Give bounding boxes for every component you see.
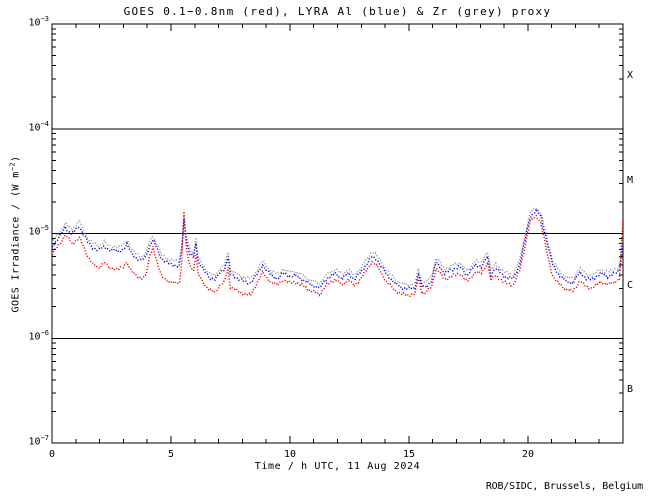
x-tick-label-15: 15	[402, 449, 416, 460]
y-axis-title-text: GOES Irradiance / (W m	[10, 171, 22, 313]
x-axis-title: Time / h UTC, 11 Aug 2024	[254, 461, 421, 472]
y-tick-exp: −5	[40, 224, 49, 232]
y-tick-exp: −4	[40, 120, 49, 128]
y-axis-title: GOES Irradiance / (W m−2)	[8, 156, 21, 313]
y-tick-label-1e-3: 10−3	[2, 13, 49, 29]
y-tick-exp: −6	[40, 329, 49, 337]
y-tick-base: 10	[28, 226, 41, 238]
y-axis-title-exponent: −2	[8, 161, 17, 172]
y-tick-exp: −7	[40, 434, 49, 442]
credit-text: ROB/SIDC, Brussels, Belgium	[485, 481, 643, 492]
flare-class-label-m: M	[627, 175, 634, 186]
y-axis-title-close: )	[10, 155, 22, 162]
chart-title: GOES 0.1−0.8nm (red), LYRA Al (blue) & Z…	[123, 5, 552, 18]
y-tick-label-1e-6: 10−6	[2, 327, 49, 343]
flare-class-label-b: B	[627, 384, 634, 395]
x-tick-label-0: 0	[48, 449, 56, 460]
y-tick-base: 10	[28, 436, 41, 448]
x-tick-label-20: 20	[521, 449, 535, 460]
y-tick-label-1e-4: 10−4	[2, 118, 49, 134]
x-tick-label-10: 10	[283, 449, 297, 460]
y-tick-label-1e-7: 10−7	[2, 432, 49, 448]
x-tick-label-5: 5	[167, 449, 175, 460]
y-tick-base: 10	[28, 17, 41, 29]
flare-class-label-c: C	[627, 280, 634, 291]
y-tick-exp: −3	[40, 15, 49, 23]
y-tick-base: 10	[28, 122, 41, 134]
y-tick-label-1e-5: 10−5	[2, 222, 49, 238]
flare-class-label-x: X	[627, 70, 634, 81]
y-tick-base: 10	[28, 331, 41, 343]
